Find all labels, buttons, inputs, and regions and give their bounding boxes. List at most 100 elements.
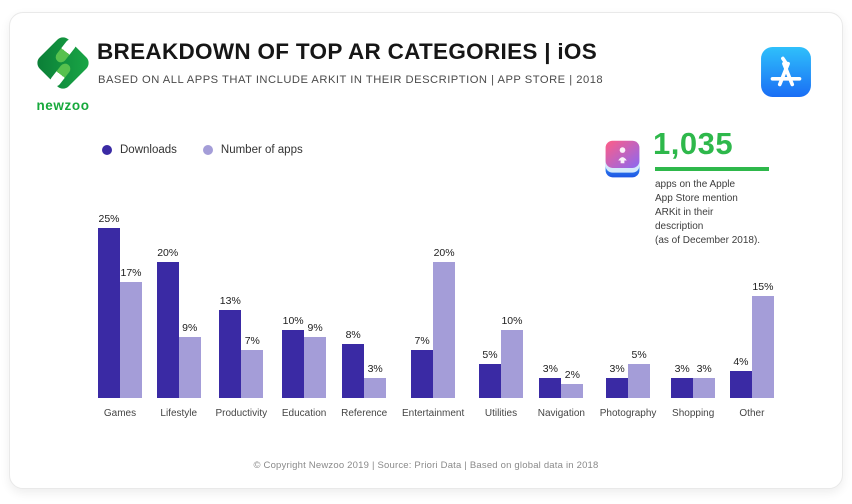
- category-label: Navigation: [537, 408, 585, 419]
- bar-value-label: 3%: [367, 362, 383, 375]
- bar-value-label: 3%: [609, 362, 625, 375]
- bar-pair: 7% 20%: [411, 210, 456, 398]
- legend-item-number-of-apps: Number of apps: [202, 144, 303, 156]
- bar-column-downloads: 13%: [219, 294, 242, 398]
- bar-column-downloads: 3%: [671, 362, 694, 398]
- category-label: Entertainment: [401, 408, 465, 419]
- bar-number-of-apps: [433, 262, 456, 398]
- category-label: Shopping: [672, 408, 715, 419]
- legend-label: Number of apps: [220, 144, 303, 156]
- bar-number-of-apps: [628, 364, 651, 398]
- infographic-card: newzoo BREAKDOWN OF TOP AR CATEGORIES | …: [9, 12, 843, 489]
- bar-number-of-apps: [751, 296, 774, 398]
- bar-column-number-of-apps: 9%: [178, 321, 201, 398]
- bar-group-lifestyle: 20% 9% Lifestyle: [156, 210, 201, 419]
- bar-column-number-of-apps: 17%: [120, 267, 142, 398]
- page-title: BREAKDOWN OF TOP AR CATEGORIES | iOS: [97, 39, 598, 64]
- bar-number-of-apps: [120, 282, 142, 398]
- bar-value-label: 9%: [307, 321, 323, 334]
- bar-column-downloads: 10%: [282, 315, 305, 398]
- bar-column-number-of-apps: 7%: [241, 335, 264, 398]
- bar-value-label: 3%: [542, 362, 558, 375]
- arkit-apps-count: 1,035: [653, 126, 734, 161]
- category-label: Education: [281, 408, 327, 419]
- category-label: Reference: [341, 408, 388, 419]
- bar-column-downloads: 20%: [156, 247, 179, 398]
- bar-value-label: 5%: [482, 349, 498, 361]
- bar-downloads: [606, 377, 629, 398]
- category-label: Other: [739, 408, 765, 419]
- bar-group-education: 10% 9% Education: [282, 210, 326, 419]
- app-store-icon: [761, 47, 811, 97]
- bar-group-other: 4% 15% Other: [729, 210, 774, 419]
- bar-column-downloads: 4%: [729, 355, 752, 398]
- category-label: Lifestyle: [160, 408, 198, 419]
- newzoo-logo: newzoo: [30, 31, 96, 113]
- bar-pair: 3% 3%: [671, 210, 716, 398]
- bar-value-label: 3%: [674, 362, 690, 375]
- bar-pair: 10% 9%: [282, 210, 327, 398]
- bar-downloads: [98, 228, 120, 398]
- bar-group-reference: 8% 3% Reference: [341, 210, 387, 419]
- bar-column-downloads: 25%: [98, 213, 120, 398]
- bar-column-number-of-apps: 10%: [500, 315, 523, 398]
- bar-column-number-of-apps: 3%: [693, 363, 716, 398]
- bar-downloads: [282, 330, 305, 398]
- legend-item-downloads: Downloads: [102, 144, 177, 156]
- bar-value-label: 25%: [98, 213, 120, 225]
- bar-value-label: 20%: [157, 247, 179, 259]
- bar-group-productivity: 13% 7% Productivity: [215, 210, 267, 419]
- bar-value-label: 10%: [501, 315, 523, 327]
- bar-number-of-apps: [500, 330, 523, 398]
- bar-value-label: 7%: [414, 335, 430, 348]
- arkit-apps-description: apps on the Apple App Store mention ARKi…: [655, 179, 761, 246]
- legend-label: Downloads: [120, 144, 177, 156]
- bar-value-label: 10%: [282, 315, 304, 327]
- bar-value-label: 9%: [182, 321, 198, 334]
- bar-pair: 4% 15%: [729, 210, 774, 398]
- bar-number-of-apps: [364, 377, 387, 398]
- bar-value-label: 5%: [631, 349, 647, 361]
- bar-column-downloads: 3%: [539, 362, 562, 398]
- downloads-dot-icon: [102, 145, 112, 155]
- bar-value-label: 2%: [564, 369, 580, 382]
- number-of-apps-dot-icon: [202, 145, 213, 155]
- bar-value-label: 8%: [345, 328, 361, 341]
- arkit-icon: [605, 140, 640, 178]
- bar-pair: 3% 5%: [606, 210, 651, 398]
- bar-column-number-of-apps: 5%: [628, 349, 651, 398]
- bar-group-utilities: 5% 10% Utilities: [478, 210, 523, 419]
- bar-group-navigation: 3% 2% Navigation: [538, 210, 585, 419]
- bar-downloads: [411, 350, 434, 398]
- green-underline: [655, 167, 769, 171]
- newzoo-wordmark: newzoo: [36, 98, 90, 113]
- newzoo-diamond-icon: [37, 37, 89, 89]
- chart-legend: Downloads Number of apps: [102, 144, 303, 156]
- bar-column-number-of-apps: 2%: [561, 369, 584, 398]
- bar-column-downloads: 7%: [411, 335, 434, 398]
- bar-value-label: 15%: [752, 281, 774, 293]
- bar-value-label: 13%: [219, 294, 241, 307]
- category-label: Utilities: [484, 408, 518, 419]
- bar-group-entertainment: 7% 20% Entertainment: [402, 210, 464, 419]
- bar-column-number-of-apps: 9%: [304, 321, 327, 398]
- bar-number-of-apps: [178, 336, 201, 398]
- bar-group-photography: 3% 5% Photography: [600, 210, 657, 419]
- bar-number-of-apps: [304, 336, 327, 398]
- bar-column-number-of-apps: 15%: [751, 281, 774, 398]
- bar-downloads: [478, 364, 501, 398]
- bar-chart: 25% 17% Games 20% 9% Lifestyle 13% 7% Productivi…: [98, 210, 774, 419]
- bar-value-label: 7%: [244, 335, 260, 348]
- bar-downloads: [539, 377, 562, 398]
- bar-pair: 8% 3%: [342, 210, 387, 398]
- bar-column-downloads: 5%: [478, 349, 501, 398]
- bar-value-label: 4%: [733, 355, 749, 368]
- bar-group-shopping: 3% 3% Shopping: [671, 210, 716, 419]
- bar-column-number-of-apps: 3%: [364, 362, 387, 398]
- bar-downloads: [219, 309, 242, 398]
- bar-group-games: 25% 17% Games: [98, 210, 142, 419]
- bar-column-number-of-apps: 20%: [433, 247, 456, 398]
- bar-number-of-apps: [241, 350, 264, 398]
- copyright-text: © Copyright Newzoo 2019 | Source: Priori…: [253, 460, 599, 471]
- bar-column-downloads: 3%: [606, 362, 629, 398]
